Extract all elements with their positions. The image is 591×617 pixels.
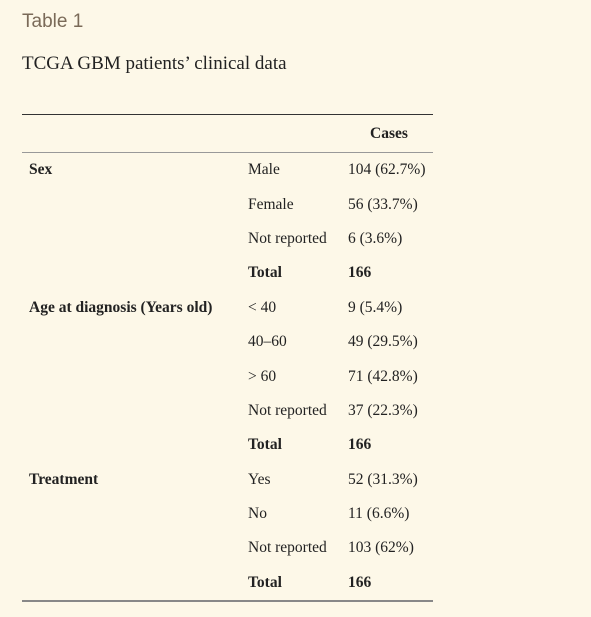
row-cases-cell: 37 (22.3%) [348, 401, 418, 419]
table-header: Cases [22, 114, 433, 153]
row-group-cell [22, 531, 248, 565]
clinical-data-table-container: Cases Sex Male 104 (62.7%) Female 56 (33.7%)… [22, 114, 433, 603]
row-category-cell: Male [248, 161, 280, 179]
table-row: 40–60 49 (29.5%) [22, 325, 433, 359]
table-row: Total 166 [22, 256, 433, 290]
row-group-cell [22, 222, 248, 256]
row-group-cell: Treatment [29, 470, 99, 488]
row-cases-cell: 52 (31.3%) [348, 470, 418, 488]
table-row: Treatment Yes 52 (31.3%) [22, 463, 433, 497]
row-group-cell [22, 359, 248, 393]
row-cases-cell: 11 (6.6%) [348, 505, 410, 523]
table-row: Total 166 [22, 428, 433, 462]
header-row: Cases [22, 114, 433, 153]
header-cases-cell: Cases [348, 114, 433, 153]
row-category-cell: Total [248, 264, 282, 282]
row-group-cell [22, 565, 248, 603]
row-group-cell: Sex [29, 161, 53, 179]
row-category-cell: Not reported [248, 401, 327, 419]
row-group-cell: Age at diagnosis (Years old) [29, 298, 213, 316]
table-row: > 60 71 (42.8%) [22, 359, 433, 393]
row-category-cell: Female [248, 195, 294, 213]
row-category-cell: No [248, 505, 267, 523]
table-row: Not reported 6 (3.6%) [22, 222, 433, 256]
table-body: Sex Male 104 (62.7%) Female 56 (33.7%) Not re… [22, 153, 433, 603]
row-category-cell: Total [248, 565, 348, 603]
row-category-cell: > 60 [248, 367, 277, 385]
table-row: Not reported 103 (62%) [22, 531, 433, 565]
row-category-cell: Not reported [248, 229, 327, 247]
row-category-cell: Not reported [248, 539, 327, 557]
row-category-cell: Total [248, 436, 282, 454]
row-cases-cell: 71 (42.8%) [348, 367, 418, 385]
row-cases-cell: 104 (62.7%) [348, 161, 426, 179]
row-cases-cell: 6 (3.6%) [348, 229, 403, 247]
row-group-cell [22, 428, 248, 462]
table-row: Sex Male 104 (62.7%) [22, 153, 433, 188]
row-category-cell: Yes [248, 470, 271, 488]
table-row: Total 166 [22, 565, 433, 603]
row-group-cell [22, 256, 248, 290]
row-cases-cell: 166 [348, 565, 433, 603]
row-cases-cell: 103 (62%) [348, 539, 414, 557]
row-cases-cell: 56 (33.7%) [348, 195, 418, 213]
row-cases-cell: 9 (5.4%) [348, 298, 403, 316]
header-group-cell [22, 114, 248, 153]
row-group-cell [22, 187, 248, 221]
row-group-cell [22, 497, 248, 531]
clinical-data-table: Cases Sex Male 104 (62.7%) Female 56 (33.7%)… [22, 114, 433, 603]
table-row: Not reported 37 (22.3%) [22, 394, 433, 428]
row-category-cell: 40–60 [248, 333, 287, 351]
row-category-cell: < 40 [248, 298, 277, 316]
table-label: Table 1 [22, 11, 84, 32]
header-category-cell [248, 114, 348, 153]
row-cases-cell: 49 (29.5%) [348, 333, 418, 351]
row-group-cell [22, 394, 248, 428]
table-row: Female 56 (33.7%) [22, 187, 433, 221]
row-cases-cell: 166 [348, 264, 372, 282]
row-cases-cell: 166 [348, 436, 372, 454]
table-row: No 11 (6.6%) [22, 497, 433, 531]
table-caption: TCGA GBM patients’ clinical data [22, 53, 287, 74]
table-row: Age at diagnosis (Years old) < 40 9 (5.4%) [22, 291, 433, 325]
row-group-cell [22, 325, 248, 359]
